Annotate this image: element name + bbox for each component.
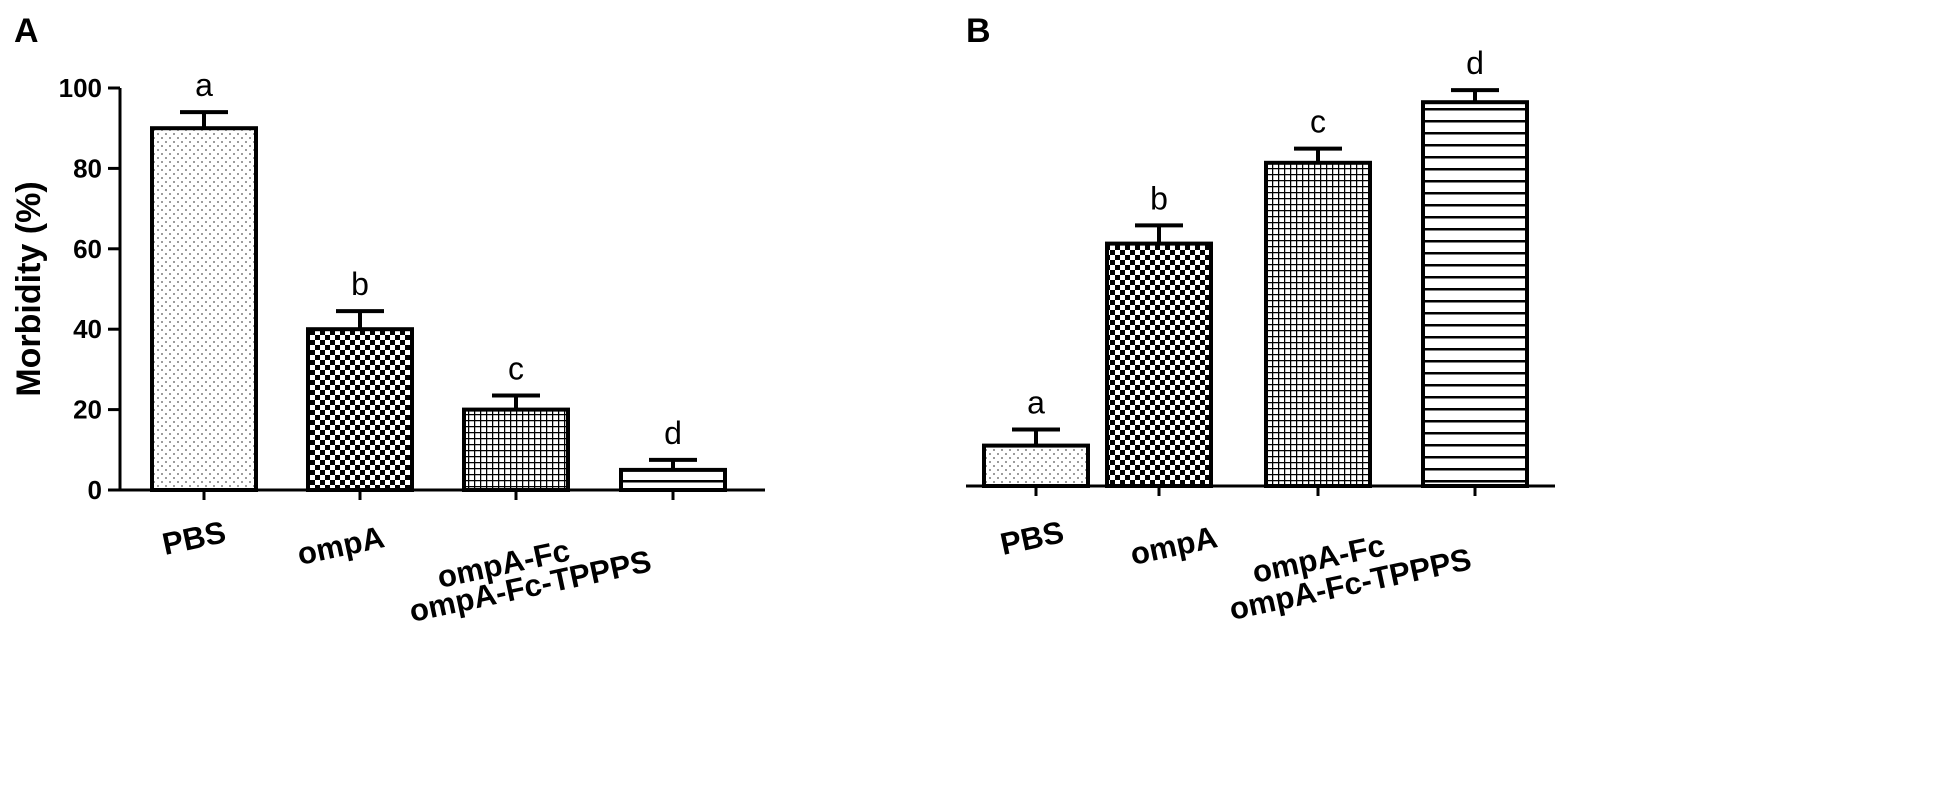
bar-ompa xyxy=(1105,241,1213,488)
y-axis-label: Morbidity (%) xyxy=(10,181,48,396)
error-bar-ompa-fc-tppps xyxy=(649,457,697,470)
significance-letter: a xyxy=(195,67,213,103)
bar-ompa-fc-tppps xyxy=(619,467,727,492)
panel-letter-a: A xyxy=(14,12,39,50)
x-tick-label-ompa: ompA xyxy=(294,519,387,571)
significance-letter: a xyxy=(1027,384,1045,420)
y-tick-label: 100 xyxy=(59,73,102,103)
error-bar-ompa xyxy=(336,309,384,330)
chart-b: 020406080100Protection rate (%)aPBSbompA… xyxy=(808,45,1555,627)
significance-letter: d xyxy=(664,415,682,451)
bar-ompa-fc xyxy=(462,407,570,493)
x-tick-label-pbs: PBS xyxy=(159,514,229,561)
bar-pbs xyxy=(150,126,258,492)
y-tick-label: 80 xyxy=(73,153,102,183)
x-tick-label-pbs: PBS xyxy=(997,514,1067,561)
panel-b: B 020406080100Protection rate (%)aPBSbom… xyxy=(808,0,1932,789)
error-bar-ompa xyxy=(1135,223,1183,244)
x-tick-label-ompa: ompA xyxy=(1127,519,1220,571)
plot-area: 020406080100Protection rate (%)aPBSbompA… xyxy=(808,45,1555,627)
significance-letter: b xyxy=(1150,180,1168,216)
bar-ompa xyxy=(306,327,414,493)
significance-letter: c xyxy=(1310,104,1326,140)
error-bar-pbs xyxy=(180,110,228,129)
error-bar-ompa-fc xyxy=(492,393,540,410)
error-bar-ompa-fc xyxy=(1294,146,1342,163)
y-tick-label: 0 xyxy=(88,475,102,505)
bar-ompa-fc-tppps xyxy=(1421,100,1529,488)
y-tick-label: 60 xyxy=(73,234,102,264)
bar-ompa-fc xyxy=(1264,160,1372,489)
significance-letter: c xyxy=(508,351,524,387)
panel-a: A 0 20 40 60 80 100 Morbidity (%) a PBS b ompA c omp… xyxy=(0,0,966,789)
error-bar-ompa-fc-tppps xyxy=(1451,88,1499,103)
panel-letter-b: B xyxy=(966,12,991,50)
significance-letter: b xyxy=(351,266,369,302)
bar-pbs xyxy=(982,443,1090,489)
y-tick-label: 20 xyxy=(73,395,102,425)
significance-letter: d xyxy=(1466,45,1484,81)
y-tick-label: 40 xyxy=(73,314,102,344)
error-bar-pbs xyxy=(1012,427,1060,446)
